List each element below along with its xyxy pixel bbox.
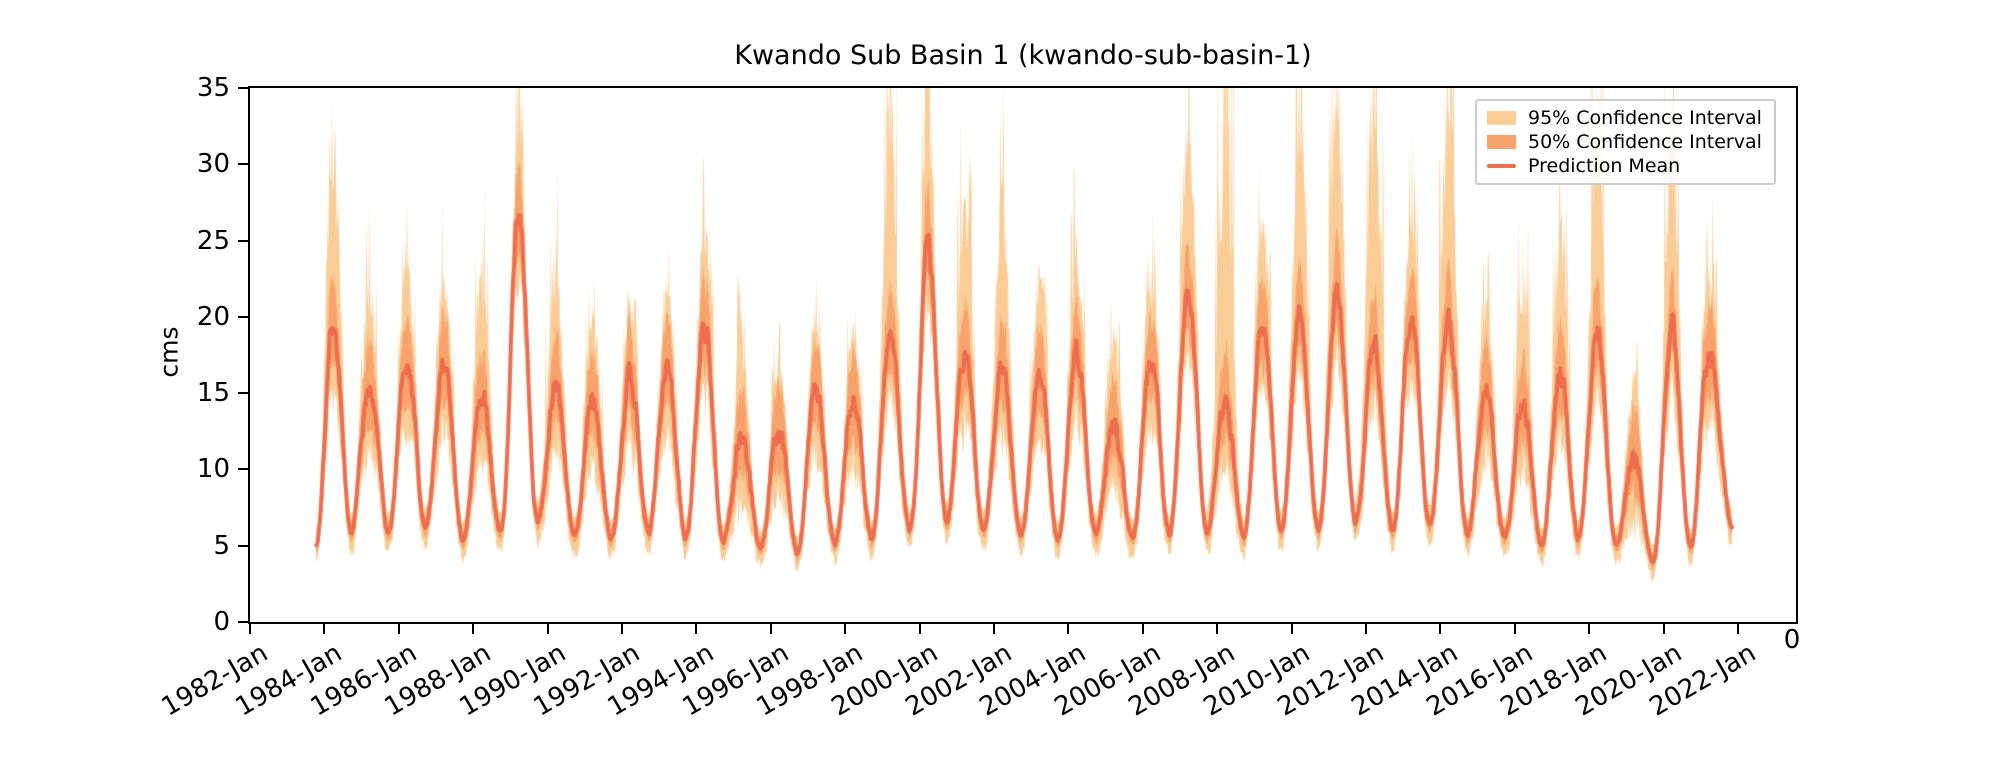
x-tick-mark [1141, 624, 1144, 634]
y-tick-label: 35 [196, 73, 230, 103]
x-tick-mark [844, 624, 847, 634]
y-tick-label: 30 [196, 149, 230, 180]
y-tick-mark [238, 87, 248, 89]
x-tick-mark [769, 624, 772, 634]
x-tick-mark [1439, 624, 1442, 634]
legend-item-mean: Prediction Mean [1487, 155, 1762, 177]
y-axis-label: cms [154, 326, 184, 378]
corner-tick-label: 0 [1783, 625, 1801, 655]
legend-item-95ci: 95% Confidence Interval [1487, 107, 1762, 129]
legend-label-50ci: 50% Confidence Interval [1528, 131, 1762, 153]
y-tick-mark [238, 468, 248, 471]
x-tick-mark [323, 624, 326, 634]
y-tick-label: 20 [196, 301, 230, 332]
legend-item-50ci: 50% Confidence Interval [1487, 131, 1762, 153]
x-tick-mark [1067, 624, 1070, 634]
x-tick-mark [546, 624, 549, 634]
x-tick-mark [249, 624, 251, 634]
y-tick-label: 25 [196, 225, 230, 256]
legend-label-95ci: 95% Confidence Interval [1528, 107, 1762, 129]
x-tick-mark [1365, 624, 1367, 634]
legend-swatch-mean [1487, 164, 1516, 168]
x-tick-mark [1737, 624, 1739, 634]
x-tick-mark [397, 624, 400, 634]
x-tick-mark [918, 624, 921, 634]
y-tick-mark [238, 239, 248, 242]
chart-title: Kwando Sub Basin 1 (kwando-sub-basin-1) [734, 40, 1312, 71]
y-tick-label: 0 [213, 607, 230, 637]
y-tick-mark [238, 315, 248, 318]
x-tick-mark [621, 624, 623, 634]
x-tick-mark [1662, 624, 1665, 634]
y-tick-mark [238, 621, 248, 623]
y-tick-mark [238, 163, 248, 166]
x-tick-mark [1216, 624, 1219, 634]
x-tick-mark [1290, 624, 1293, 634]
y-tick-mark [238, 392, 248, 395]
x-tick-mark [1588, 624, 1591, 634]
legend-swatch-50ci [1487, 135, 1516, 149]
legend-label-mean: Prediction Mean [1528, 155, 1681, 177]
legend-swatch-95ci [1487, 111, 1516, 125]
x-tick-mark [993, 624, 995, 634]
y-tick-label: 10 [196, 454, 230, 485]
x-tick-mark [472, 624, 475, 634]
x-tick-mark [695, 624, 698, 634]
y-tick-mark [238, 544, 248, 547]
legend: 95% Confidence Interval 50% Confidence I… [1475, 99, 1776, 185]
y-tick-label: 15 [196, 378, 230, 409]
y-tick-label: 5 [213, 530, 230, 561]
x-tick-mark [1513, 624, 1516, 634]
